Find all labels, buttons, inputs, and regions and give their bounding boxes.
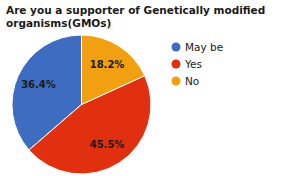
legend-entry: No [185,75,199,87]
legend-swatch [172,77,181,86]
slice-label: 45.5% [90,139,125,150]
title: Are you a supporter of Genetically modif… [6,4,265,29]
legend-swatch [172,60,181,69]
slice [82,35,145,105]
legend-entry: Yes [184,58,202,70]
chart: Are you a supporter of Genetically modif… [0,0,286,176]
slice-label: 18.2% [90,59,125,70]
page: {"chart_data": {"type": "pie", "title": … [0,0,286,176]
title-line: organisms(GMOs) [6,17,111,29]
title-line: Are you a supporter of Genetically modif… [6,4,265,16]
slice-label: 36.4% [21,79,56,90]
legend: May be Yes No [172,41,224,87]
slice-labels: 36.4% 45.5% 18.2% [21,59,124,150]
pie [12,35,151,174]
legend-entry: May be [185,41,223,53]
legend-swatch [172,43,181,52]
